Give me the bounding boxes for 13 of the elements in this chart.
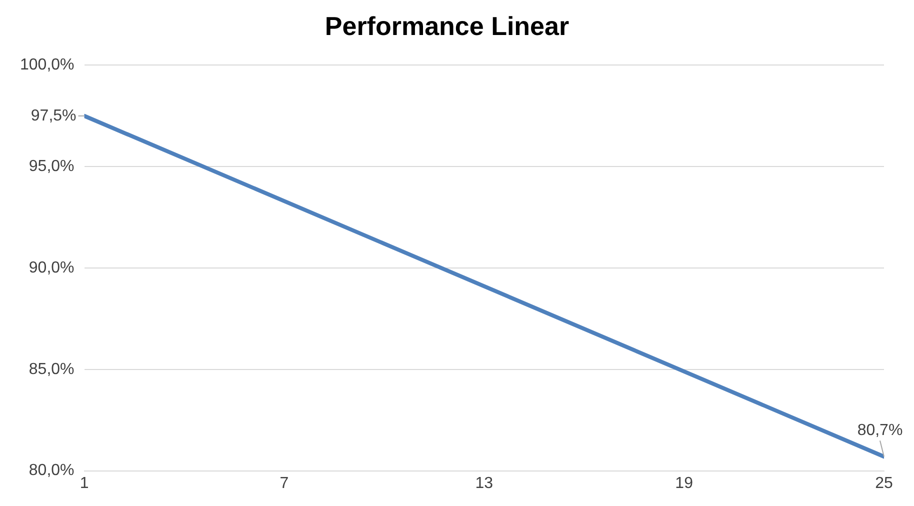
y-tick-label: 85,0%	[28, 360, 74, 378]
y-tick-label: 80,0%	[28, 462, 74, 480]
y-tick-label: 90,0%	[28, 259, 74, 276]
data-label: 80,7%	[857, 422, 903, 440]
chart-title: Performance Linear	[324, 10, 570, 41]
y-tick-label: 95,0%	[28, 158, 74, 176]
y-tick-label: 100,0%	[20, 56, 74, 74]
x-tick-label: 7	[280, 474, 289, 492]
x-tick-label: 19	[675, 474, 694, 492]
x-tick-label: 1	[80, 474, 89, 492]
x-tick-label: 25	[875, 474, 893, 492]
data-label: 97,5%	[30, 107, 76, 124]
x-tick-label: 13	[475, 474, 494, 492]
